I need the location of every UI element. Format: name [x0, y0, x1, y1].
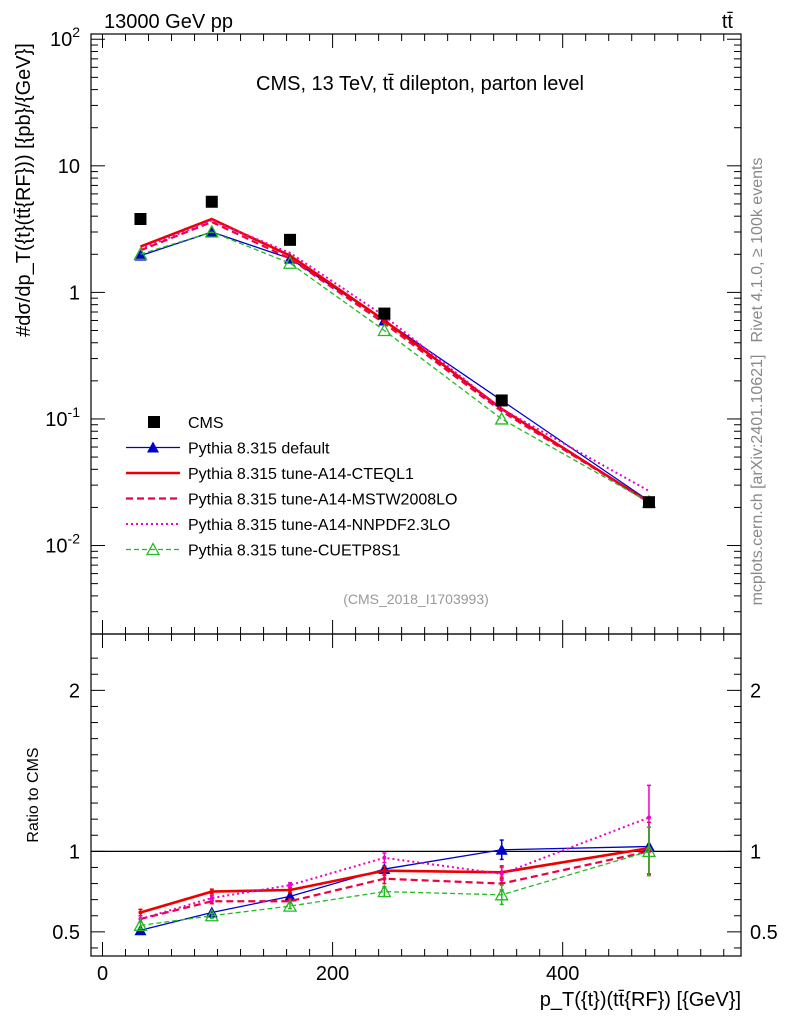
main-series-layer	[133, 195, 657, 509]
main-y-tick-label: 10-1	[45, 404, 80, 431]
ratio-point	[382, 876, 387, 881]
ratio-point	[204, 908, 219, 922]
legend-entry: Pythia 8.315 tune-CUETP8S1	[126, 542, 401, 560]
final-state-label: tt̄	[722, 11, 734, 33]
ratio-point	[209, 889, 214, 894]
ratio-point	[288, 883, 293, 888]
main-y-tick-label: 10-2	[45, 531, 80, 558]
series-cms	[134, 195, 655, 509]
legend-entry: Pythia 8.315 tune-A14-MSTW2008LO	[126, 492, 457, 509]
ratio-y-axis-label: Ratio to CMS	[25, 747, 42, 842]
legend: CMS Pythia 8.315 default Pythia 8.315 tune…	[126, 415, 457, 560]
x-tick-label: 200	[316, 963, 349, 985]
ratio-pythia-8-315-tune-a14-nnpdf2-3lo	[138, 784, 651, 923]
ratio-series-layer	[133, 784, 657, 936]
svg-text:#dσ/dp_T({t}(tt̄{RF})) [{pb}/{: #dσ/dp_T({t}(tt̄{RF})) [{pb}/{GeV}]	[13, 43, 35, 337]
data-point	[204, 224, 219, 238]
ratio-point	[282, 898, 298, 912]
series-line	[139, 217, 650, 504]
legend-entry: CMS	[148, 415, 224, 432]
x-tick-label: 0	[97, 963, 108, 985]
ratio-y-tick-label-right: 0.5	[750, 922, 778, 944]
ratio-point	[138, 910, 143, 915]
data-point	[282, 255, 298, 269]
legend-marker	[147, 441, 159, 453]
legend-marker	[145, 542, 161, 556]
series-pythia-8-315-default	[134, 225, 655, 506]
data-point	[495, 394, 508, 407]
ratio-axis-ticks: 0 200 400 0.5 0.5 1 1 2 2	[52, 634, 778, 985]
ratio-line	[140, 850, 650, 927]
ratio-line	[140, 845, 649, 931]
data-point	[642, 496, 655, 509]
legend-label: Pythia 8.315 tune-A14-CTEQL1	[188, 466, 414, 483]
analysis-reference: (CMS_2018_I1703993)	[343, 591, 489, 607]
ratio-point	[209, 896, 214, 901]
ratio-point	[494, 887, 509, 901]
ratio-point	[495, 843, 508, 855]
main-axis-ticks: 102 10 1 10-1 10-2	[45, 24, 741, 635]
ratio-panel-frame	[90, 633, 742, 957]
ratio-y-tick-label-right: 2	[750, 680, 761, 702]
series-pythia-8-315-tune-a14-mstw2008lo	[140, 220, 650, 504]
ratio-pythia-8-315-tune-a14-mstw2008lo	[138, 826, 651, 923]
legend-label: Pythia 8.315 tune-CUETP8S1	[188, 543, 401, 560]
ratio-point	[382, 868, 387, 873]
ratio-y-tick-label: 1	[69, 841, 80, 863]
legend-entry: Pythia 8.315 tune-A14-NNPDF2.3LO	[126, 517, 450, 534]
legend-label: Pythia 8.315 default	[188, 441, 330, 458]
series-line	[140, 231, 650, 502]
ratio-point	[377, 884, 392, 898]
main-y-axis-label: #dσ/dp_T({t}(tt̄{RF})) [{pb}/{GeV}]	[13, 43, 35, 337]
series-pythia-8-315-tune-a14-cteql1	[139, 217, 650, 504]
ratio-line	[140, 816, 650, 920]
mcplots-label: mcplots.cern.ch [arXiv:2401.10621]	[749, 355, 766, 606]
data-point	[377, 323, 392, 337]
data-point	[284, 233, 297, 246]
data-point	[205, 195, 218, 208]
ratio-point	[646, 815, 651, 820]
main-y-tick-label: 102	[50, 24, 80, 51]
x-tick-label: 400	[546, 963, 579, 985]
ratio-line	[140, 850, 650, 921]
legend-marker	[148, 416, 160, 428]
data-point	[133, 246, 148, 260]
ratio-point	[133, 918, 148, 932]
series-pythia-8-315-tune-cuetp8s1	[133, 224, 657, 508]
main-y-tick-label: 10	[58, 156, 80, 178]
data-point	[378, 307, 391, 320]
series-line	[140, 220, 650, 504]
data-point	[494, 411, 509, 425]
ratio-y-tick-label: 2	[69, 680, 80, 702]
ratio-pythia-8-315-tune-cuetp8s1	[133, 826, 657, 932]
series-line	[140, 231, 650, 503]
rivet-version-label: Rivet 4.1.0, ≥ 100k events	[749, 158, 766, 343]
ratio-point	[288, 887, 293, 892]
x-axis-label: p_T({t})(tt̄{RF}) [{GeV}]	[540, 989, 741, 1011]
data-point	[134, 249, 147, 261]
ratio-y-tick-label: 0.5	[52, 922, 80, 944]
ratio-point	[284, 890, 297, 902]
ratio-point	[641, 843, 657, 857]
data-point	[134, 212, 147, 225]
main-title: CMS, 13 TeV, tt̄ dilepton, parton level	[256, 73, 584, 95]
ratio-point	[134, 924, 147, 936]
legend-label: CMS	[188, 415, 224, 432]
legend-label: Pythia 8.315 tune-A14-NNPDF2.3LO	[188, 517, 450, 534]
main-y-tick-label: 1	[69, 282, 80, 304]
ratio-y-tick-label-right: 1	[750, 841, 761, 863]
ratio-line	[140, 846, 650, 914]
ratio-point	[499, 871, 504, 876]
legend-entry: Pythia 8.315 tune-A14-CTEQL1	[126, 466, 414, 483]
process-label: 13000 GeV pp	[104, 11, 233, 33]
legend-label: Pythia 8.315 tune-A14-MSTW2008LO	[188, 492, 457, 509]
legend-entry: Pythia 8.315 default	[126, 441, 330, 458]
ratio-point	[382, 855, 387, 860]
